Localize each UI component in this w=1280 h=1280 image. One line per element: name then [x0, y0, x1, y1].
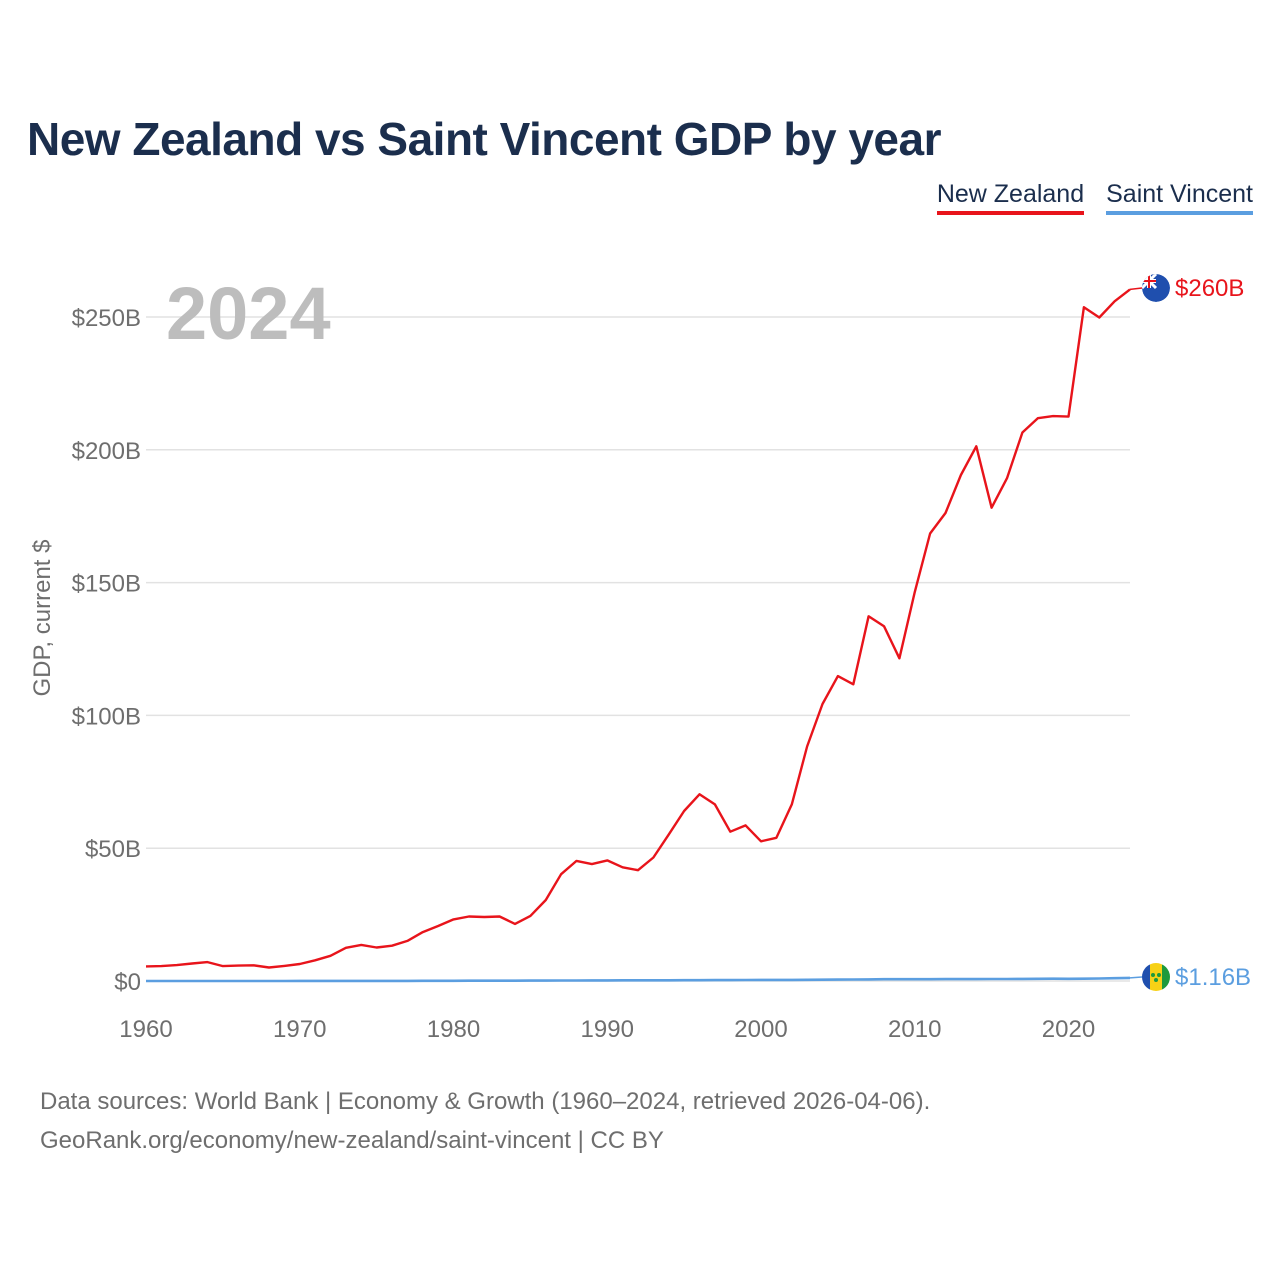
new-zealand-end-value: $260B	[1175, 275, 1244, 302]
grid-lines	[146, 316, 1130, 982]
y-tick-label: $100B	[72, 703, 141, 730]
x-tick-label: 1980	[427, 1016, 480, 1043]
y-tick-label: $200B	[72, 438, 141, 465]
new-zealand-flag-icon	[1142, 274, 1170, 302]
gdp-line-chart: $0$50B$100B$150B$200B$250B 1960 1970 1980 1…	[29, 272, 1251, 1043]
year-watermark: 2024	[166, 272, 331, 355]
y-tick-label: $150B	[72, 571, 141, 598]
saint-vincent-series-line	[146, 976, 1131, 983]
chart-title: New Zealand vs Saint Vincent GDP by year	[27, 113, 942, 165]
x-tick-label: 2010	[888, 1016, 941, 1043]
new-zealand-series-line	[145, 288, 1131, 969]
y-axis-ticks: $0 $50B $100B $150B $200B $250B	[72, 305, 141, 996]
y-tick-label: $0	[114, 969, 141, 996]
legend-item-saint-vincent[interactable]: Saint Vincent	[1106, 180, 1253, 215]
x-tick-label: 2000	[734, 1016, 787, 1043]
legend-item-new-zealand[interactable]: New Zealand	[936, 180, 1085, 215]
y-tick-label: $50B	[85, 836, 141, 863]
x-tick-label: 2020	[1042, 1016, 1095, 1043]
y-tick-label: $250B	[72, 305, 141, 332]
new-zealand-end-connector	[1129, 287, 1143, 291]
source-line: Data sources: World Bank | Economy & Gro…	[40, 1088, 931, 1115]
series-lines	[145, 287, 1143, 983]
x-tick-label: 1990	[581, 1016, 634, 1043]
x-axis-ticks: 1960 1970 1980 1990 2000 2010 2020	[119, 1016, 1095, 1043]
data-source-note: Data sources: World Bank | Economy & Gro…	[40, 1082, 930, 1160]
x-tick-label: 1970	[273, 1016, 326, 1043]
x-tick-label: 1960	[119, 1016, 172, 1043]
y-axis-label: GDP, current $	[29, 540, 56, 697]
source-url[interactable]: GeoRank.org/economy/new-zealand/saint-vi…	[40, 1127, 664, 1154]
saint-vincent-flag-icon	[1142, 963, 1170, 991]
legend: New Zealand Saint Vincent	[936, 180, 1253, 215]
saint-vincent-end-value: $1.16B	[1175, 964, 1251, 991]
saint-vincent-end-connector	[1129, 976, 1143, 979]
